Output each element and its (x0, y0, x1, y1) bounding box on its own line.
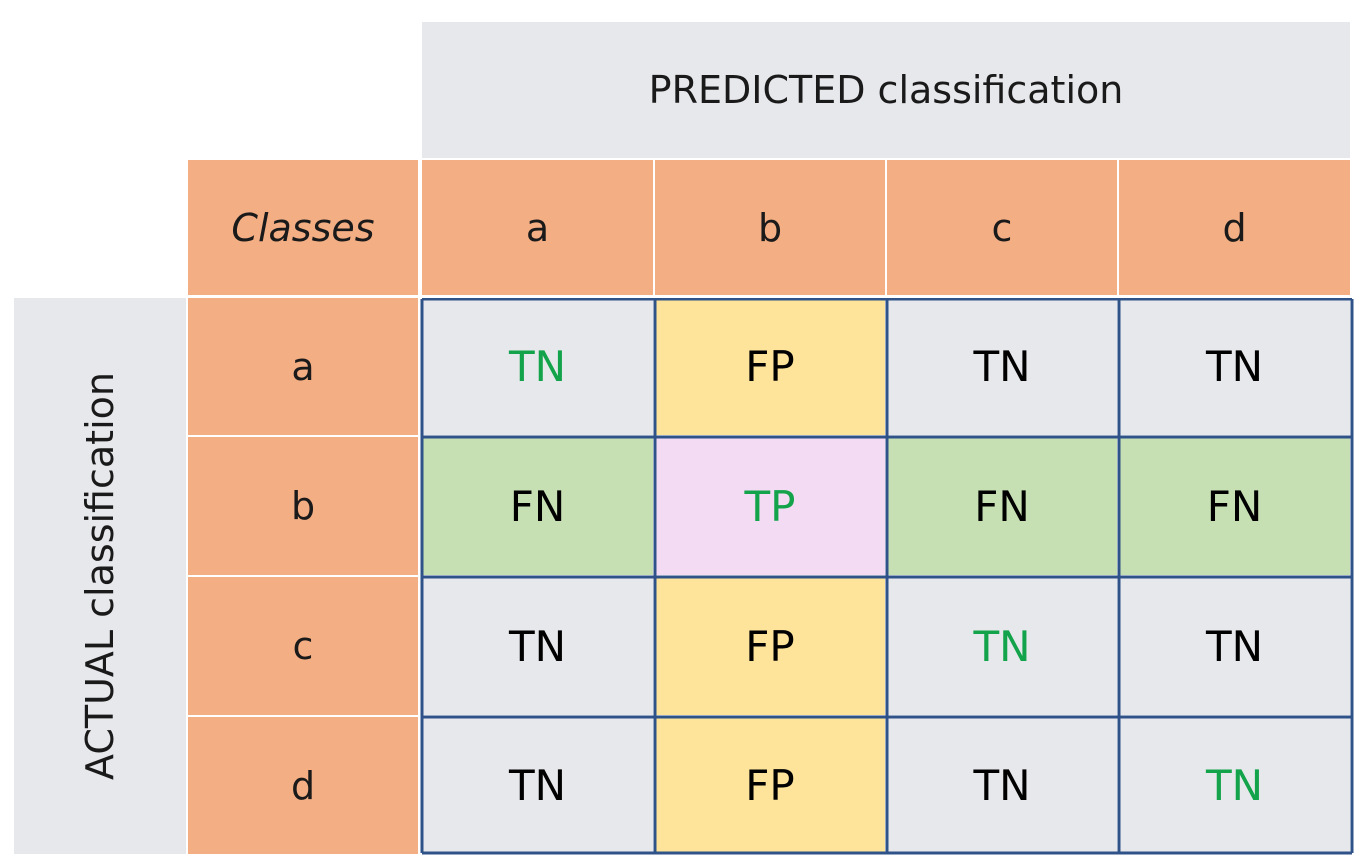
row-header-d: d (188, 717, 418, 854)
matrix-cell-c-d-text: TN (1205, 621, 1264, 671)
matrix-cell-c-c-text: TN (973, 621, 1031, 671)
matrix-cell-b-a-text: FN (509, 481, 566, 531)
matrix-cell-d-b: FP (655, 717, 885, 854)
matrix-cell-a-c-text: TN (973, 342, 1031, 391)
classes-label: Classes (231, 205, 375, 250)
matrix-cell-c-b: FP (655, 577, 885, 715)
column-header-c-text: c (991, 205, 1013, 250)
matrix-cell-d-d-text: TN (1205, 761, 1264, 810)
row-header-b: b (188, 437, 418, 575)
matrix-cell-a-a-text: TN (508, 342, 567, 391)
predicted-classification-header: PREDICTED classification (422, 22, 1350, 158)
column-header-d: d (1119, 160, 1350, 295)
matrix-cell-a-b-text: FP (745, 342, 795, 391)
row-header-c: c (188, 577, 418, 715)
matrix-cell-a-a: TN (422, 298, 653, 435)
matrix-cell-b-d-text: FN (1206, 481, 1263, 531)
row-header-c-text: c (292, 624, 314, 668)
matrix-cell-c-c: TN (887, 577, 1117, 715)
matrix-cell-c-d: TN (1119, 577, 1350, 715)
actual-label: ACTUAL classification (78, 372, 122, 780)
matrix-cell-b-c: FN (887, 437, 1117, 575)
matrix-cell-c-a: TN (422, 577, 653, 715)
matrix-cell-a-b: FP (655, 298, 885, 435)
matrix-cell-d-c-text: TN (973, 761, 1031, 810)
classes-header-cell: Classes (188, 160, 418, 295)
matrix-cell-c-b-text: FP (745, 621, 795, 671)
matrix-cell-b-b-text: TP (744, 481, 796, 531)
row-header-b-text: b (290, 484, 316, 528)
matrix-cell-d-c: TN (887, 717, 1117, 854)
matrix-cell-a-d-text: TN (1205, 342, 1264, 391)
column-header-a-text: a (525, 205, 550, 250)
row-header-a: a (188, 298, 418, 435)
matrix-cell-d-d: TN (1119, 717, 1350, 854)
matrix-cell-b-a: FN (422, 437, 653, 575)
predicted-label: PREDICTED classification (648, 68, 1124, 112)
matrix-cell-c-a-text: TN (508, 621, 567, 671)
matrix-cell-a-c: TN (887, 298, 1117, 435)
column-header-d-text: d (1222, 205, 1247, 250)
row-header-a-text: a (291, 344, 315, 389)
matrix-cell-d-b-text: FP (745, 761, 795, 810)
row-header-d-text: d (290, 763, 316, 808)
matrix-cell-b-c-text: FN (974, 481, 1030, 531)
matrix-cell-d-a-text: TN (508, 761, 567, 810)
matrix-cell-a-d: TN (1119, 298, 1350, 435)
actual-classification-header: ACTUAL classification (14, 298, 186, 854)
matrix-cell-d-a: TN (422, 717, 653, 854)
column-header-b-text: b (757, 205, 783, 250)
column-header-a: a (422, 160, 653, 295)
column-header-b: b (655, 160, 885, 295)
matrix-cell-b-d: FN (1119, 437, 1350, 575)
matrix-cell-b-b: TP (655, 437, 885, 575)
column-header-c: c (887, 160, 1117, 295)
